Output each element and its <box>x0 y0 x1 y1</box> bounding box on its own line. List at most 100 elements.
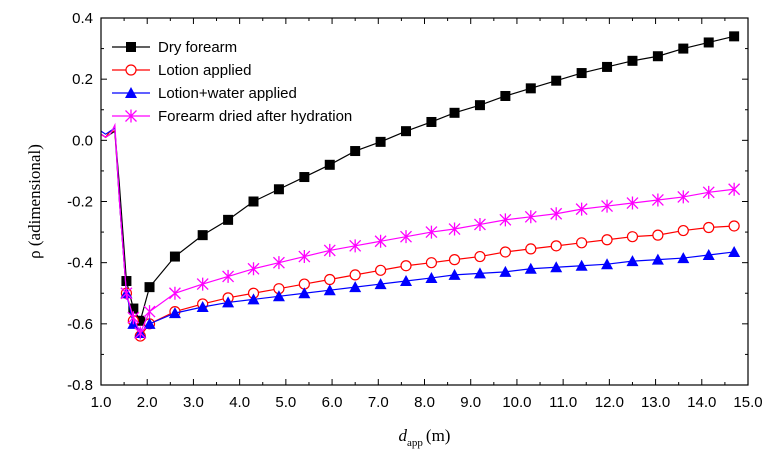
data-point <box>144 282 155 293</box>
data-point <box>143 317 156 329</box>
legend-label: Lotion+water applied <box>158 85 297 102</box>
axis-ticks: 1.0 2.0 3.0 4.0 5.0 6.0 7.0 8.0 9.0 10.0 11.0 12.0 1… <box>67 10 762 411</box>
data-point <box>652 51 663 62</box>
data-point <box>473 217 486 231</box>
series-0 <box>100 31 740 326</box>
x-axis-label-symbol: d <box>399 426 408 445</box>
legend-label: Forearm dried after hydration <box>158 108 352 125</box>
data-point <box>400 260 412 272</box>
x-axis-label-unit: (m) <box>426 426 451 445</box>
data-point <box>128 303 139 314</box>
data-point <box>550 240 562 252</box>
data-point <box>601 199 614 213</box>
y-axis-label: ρ (adimensional) <box>25 144 44 259</box>
data-point <box>551 75 562 86</box>
data-point <box>626 255 639 267</box>
data-point <box>575 259 588 271</box>
data-point <box>324 273 336 286</box>
data-point <box>626 231 639 243</box>
y-tick-label: 0.0 <box>72 132 93 149</box>
series-line <box>100 127 735 334</box>
data-point <box>575 202 588 216</box>
data-point <box>168 286 181 300</box>
legend-marker <box>126 42 136 52</box>
data-point <box>425 225 438 239</box>
legend-label: Lotion applied <box>158 62 251 79</box>
data-point <box>374 234 387 248</box>
data-point <box>223 214 234 225</box>
data-point <box>550 207 563 221</box>
data-point <box>127 311 140 325</box>
data-point <box>196 301 209 313</box>
x-tick-label: 3.0 <box>183 394 204 411</box>
plot-series-group <box>100 31 741 342</box>
data-point <box>135 315 146 326</box>
series-2 <box>100 127 741 339</box>
legend-marker <box>125 64 137 76</box>
y-tick-label: -0.4 <box>67 255 93 272</box>
data-point <box>473 267 486 279</box>
x-tick-label: 9.0 <box>460 394 481 411</box>
x-tick-label: 4.0 <box>229 394 250 411</box>
data-point <box>273 184 284 195</box>
data-point <box>324 159 335 170</box>
data-point <box>703 37 714 48</box>
data-point <box>425 257 438 269</box>
x-tick-label: 15.0 <box>733 394 762 411</box>
data-point <box>678 43 689 54</box>
data-point <box>400 230 412 244</box>
x-tick-label: 12.0 <box>595 394 624 411</box>
data-point <box>651 253 664 265</box>
data-point <box>702 249 715 261</box>
data-point <box>299 172 310 183</box>
legend-marker <box>125 109 137 123</box>
data-point <box>729 31 740 42</box>
data-point <box>374 264 387 276</box>
y-tick-label: 0.4 <box>72 10 93 27</box>
series-line <box>100 122 735 335</box>
data-point <box>247 262 260 276</box>
data-point <box>474 250 486 263</box>
data-point <box>168 307 181 319</box>
legend-label: Dry forearm <box>158 39 237 56</box>
y-tick-label: -0.6 <box>67 316 93 333</box>
data-point <box>134 326 147 340</box>
data-point <box>677 224 689 237</box>
data-point <box>222 296 235 308</box>
x-tick-label: 7.0 <box>368 394 389 411</box>
data-point <box>448 268 461 280</box>
data-point <box>602 61 613 72</box>
x-axis-label: dapp (m) <box>399 426 451 449</box>
data-point <box>702 185 715 199</box>
data-point <box>626 196 639 210</box>
x-tick-label: 6.0 <box>322 394 343 411</box>
y-tick-label: -0.2 <box>67 194 93 211</box>
data-point <box>448 254 461 266</box>
data-point <box>677 190 690 204</box>
data-point <box>143 305 156 319</box>
data-point <box>350 146 361 157</box>
data-point <box>448 222 461 236</box>
data-point <box>474 100 485 111</box>
data-point <box>703 221 715 234</box>
data-point <box>121 276 132 287</box>
data-point <box>298 250 311 264</box>
data-point <box>525 243 537 255</box>
x-tick-label: 5.0 <box>275 394 296 411</box>
data-point <box>374 278 387 290</box>
data-point <box>525 83 536 94</box>
data-point <box>500 90 511 101</box>
data-point <box>499 246 511 258</box>
series-line <box>100 130 735 338</box>
data-point <box>196 277 209 291</box>
series-1 <box>100 130 740 342</box>
data-point <box>576 68 587 79</box>
series-3 <box>100 122 741 340</box>
data-point <box>349 281 362 293</box>
y-tick-label: -0.8 <box>67 377 93 394</box>
data-point <box>349 269 361 281</box>
data-point <box>349 239 362 253</box>
series-line <box>100 35 735 323</box>
data-point <box>728 220 740 232</box>
data-point <box>298 287 311 299</box>
